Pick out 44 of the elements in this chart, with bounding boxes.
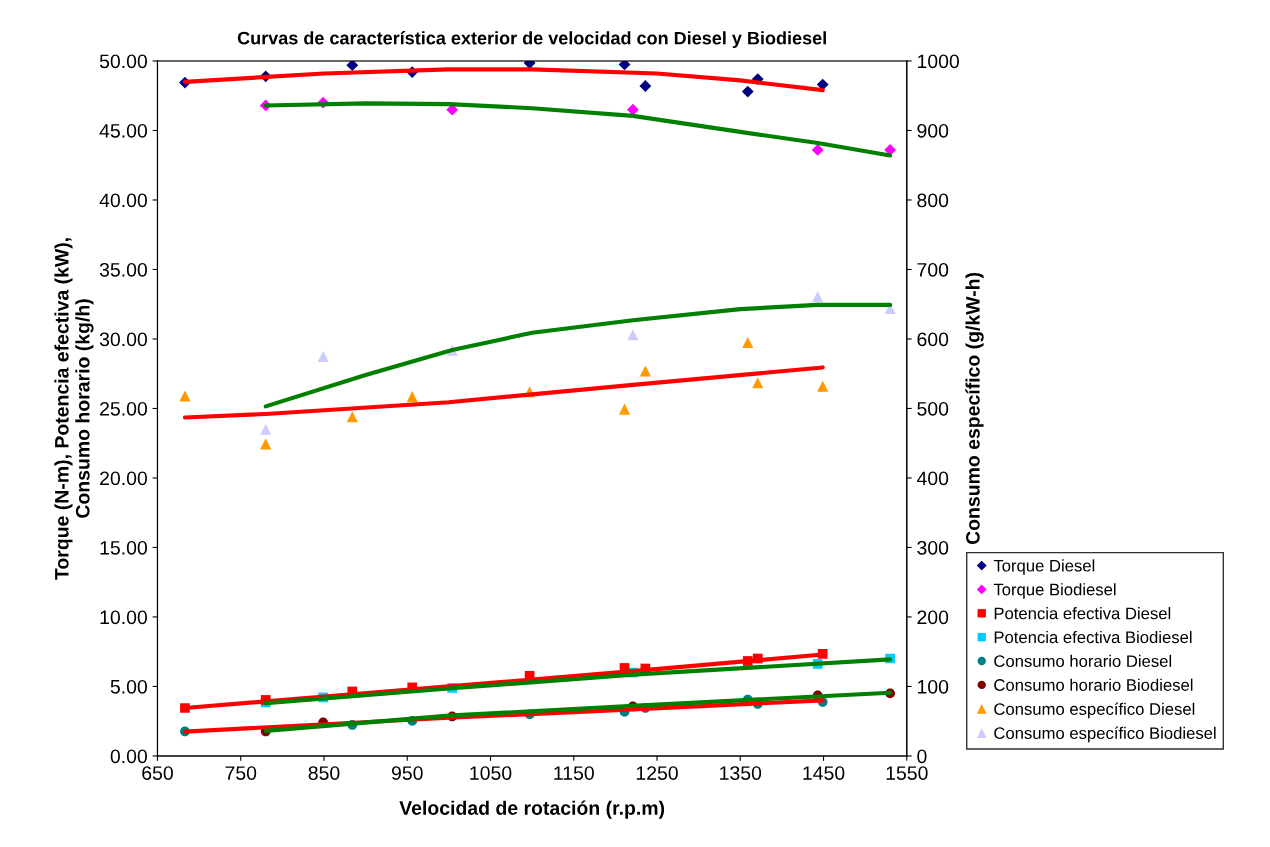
y2-tick-label: 400 — [916, 471, 949, 486]
legend-label: Torque Diesel — [993, 559, 1095, 575]
y-tick-label: 25.00 — [100, 401, 147, 416]
y-tick-label: 10.00 — [100, 610, 147, 625]
y2-tick-label: 500 — [917, 401, 949, 416]
x-tick-label: 1450 — [803, 766, 845, 780]
y2-tick-label: 900 — [917, 123, 949, 138]
x-tick-label: 1150 — [554, 766, 594, 780]
legend-label: Potencia efectiva Diesel — [994, 607, 1171, 620]
x-tick-label: 1550 — [886, 766, 928, 780]
x-tick-label: 1050 — [470, 766, 512, 780]
y-tick-label: 50.00 — [99, 54, 147, 69]
legend-label: Torque Biodiesel — [993, 583, 1116, 599]
y2-tick-label: 0 — [917, 749, 927, 764]
x-tick-label: 950 — [391, 766, 423, 780]
legend-label: Consumo horario Diesel — [994, 654, 1172, 668]
y-tick-label: 35.00 — [99, 262, 147, 277]
legend-label: Consumo específico Diesel — [994, 702, 1195, 719]
y-tick-label: 40.00 — [99, 193, 147, 208]
y2-tick-label: 800 — [917, 193, 949, 208]
y-tick-label: 30.00 — [99, 332, 147, 347]
x-tick-label: 750 — [225, 766, 257, 780]
y-tick-label: 0.00 — [110, 749, 147, 764]
x-axis-title: Velocidad de rotación (r.p.m) — [399, 800, 665, 819]
y-tick-label: 45.00 — [99, 123, 147, 138]
x-tick-label: 850 — [308, 766, 340, 780]
y2-axis-title: Consumo específico (g/kW-h) — [965, 272, 984, 545]
y2-tick-label: 1000 — [917, 54, 959, 69]
y2-tick-label: 100 — [917, 679, 949, 694]
y-axis-title: Torque (N-m), Potencia efectiva (kW), Consumo horario (kg/h) — [54, 238, 94, 580]
x-tick-label: 1350 — [720, 766, 762, 780]
legend-label: Consumo específico Biodiesel — [994, 726, 1216, 743]
y2-tick-label: 200 — [917, 610, 949, 625]
legend-label: Consumo horario Biodiesel — [994, 678, 1193, 691]
y2-tick-label: 300 — [917, 540, 949, 555]
y-tick-label: 20.00 — [100, 471, 147, 486]
chart-title: Curvas de característica exterior de velocidad con Diesel y Biodiesel — [237, 31, 826, 49]
x-tick-label: 650 — [142, 766, 173, 780]
legend-label: Potencia efectiva Biodiesel — [994, 630, 1192, 644]
y2-tick-label: 700 — [917, 262, 949, 277]
y-tick-label: 5.00 — [110, 679, 147, 694]
x-tick-label: 1250 — [636, 766, 678, 780]
y-tick-label: 15.00 — [100, 540, 147, 555]
y2-tick-label: 600 — [917, 332, 949, 347]
